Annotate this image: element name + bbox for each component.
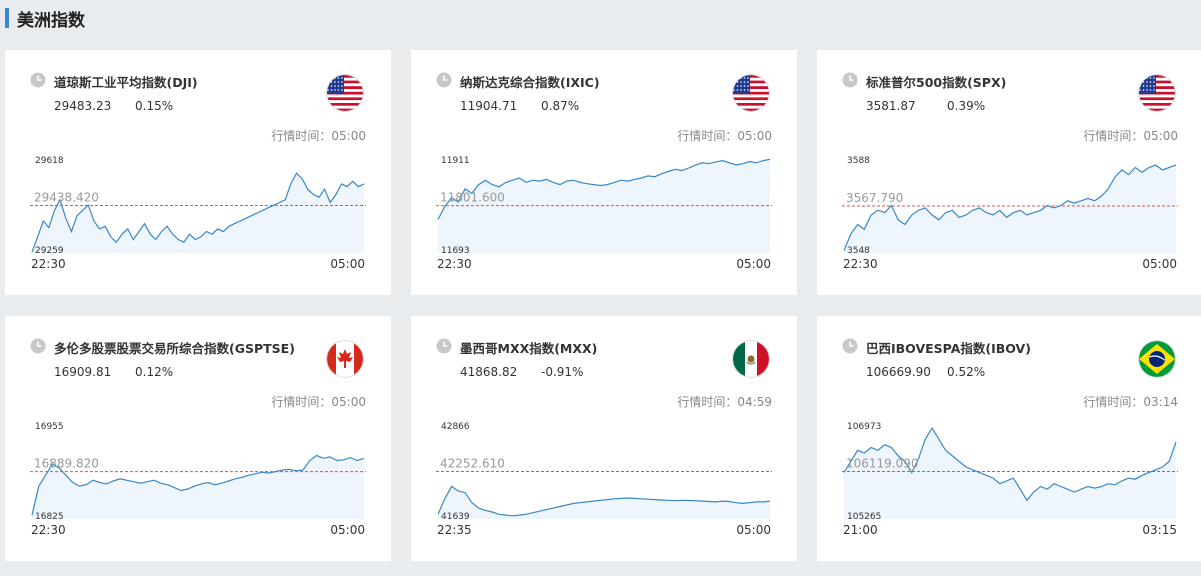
chart-y-min-label: 29259 [35, 246, 64, 256]
chart-y-max-label: 42866 [441, 422, 470, 432]
clock-icon [842, 338, 858, 354]
index-change-percent: -0.91% [541, 365, 584, 379]
chart-area-fill [844, 428, 1176, 519]
quote-time: 行情时间：05:00 [1083, 129, 1178, 143]
index-price: 41868.82 [460, 365, 518, 379]
quote-time: 行情时间：05:00 [677, 129, 772, 143]
chart-x-start-label: 22:30 [31, 523, 66, 537]
index-price: 106669.90 [866, 365, 931, 379]
quote-time: 行情时间：04:59 [677, 395, 772, 409]
index-price: 29483.23 [54, 99, 112, 113]
intraday-chart[interactable]: 11911 11693 11801.600 22:30 05:00 [436, 150, 772, 275]
clock-icon [842, 72, 858, 88]
intraday-chart[interactable]: 106973 105265 106119.090 21:00 03:15 [842, 416, 1178, 541]
section-accent-bar [5, 8, 9, 28]
index-card[interactable]: 巴西IBOVESPA指数(IBOV) 106669.90 0.52% 行情时间：03:… [817, 316, 1201, 561]
index-price: 11904.71 [460, 99, 518, 113]
index-name[interactable]: 纳斯达克综合指数(IXIC) [460, 75, 600, 90]
index-card[interactable]: 标准普尔500指数(SPX) 3581.87 0.39% 行情时间：05:00 3588… [817, 50, 1201, 295]
index-card[interactable]: 多伦多股票股票交易所综合指数(GSPTSE) 16909.81 0.12% 行情时间：… [5, 316, 391, 561]
index-card[interactable]: 墨西哥MXX指数(MXX) 41868.82 -0.91% 行情时间：04:59 428… [411, 316, 797, 561]
chart-reference-label: 3567.790 [846, 191, 903, 205]
canada-flag-icon [326, 340, 364, 378]
index-name[interactable]: 标准普尔500指数(SPX) [866, 75, 1007, 90]
chart-area-fill [438, 486, 770, 519]
brazil-flag-icon [1138, 340, 1176, 378]
chart-area-fill [32, 173, 364, 253]
quote-time: 行情时间：05:00 [271, 129, 366, 143]
index-card[interactable]: 道琼斯工业平均指数(DJI) 29483.23 0.15% 行情时间：05:00 296… [5, 50, 391, 295]
quote-time: 行情时间：05:00 [271, 395, 366, 409]
chart-x-end-label: 05:00 [736, 523, 771, 537]
section-title: 美洲指数 [17, 10, 85, 31]
index-card[interactable]: 纳斯达克综合指数(IXIC) 11904.71 0.87% 行情时间：05:00 119… [411, 50, 797, 295]
chart-reference-label: 29438.420 [34, 191, 99, 205]
clock-icon [30, 338, 46, 354]
chart-price-line [31, 172, 365, 253]
index-change-percent: 0.39% [947, 99, 986, 113]
chart-price-line [31, 454, 365, 516]
us-flag-icon [326, 74, 364, 112]
clock-icon [436, 72, 452, 88]
clock-icon [30, 72, 46, 88]
chart-reference-label: 11801.600 [440, 191, 505, 205]
section-header: 美洲指数 [5, 5, 85, 31]
us-flag-icon [1138, 74, 1176, 112]
chart-x-start-label: 21:00 [843, 523, 878, 537]
intraday-chart[interactable]: 29618 29259 29438.420 22:30 05:00 [30, 150, 366, 275]
chart-reference-label: 16889.820 [34, 457, 99, 471]
index-price: 3581.87 [866, 99, 916, 113]
chart-x-start-label: 22:30 [437, 257, 472, 271]
chart-x-end-label: 05:00 [736, 257, 771, 271]
chart-price-line [437, 158, 771, 220]
chart-x-start-label: 22:30 [31, 257, 66, 271]
intraday-chart[interactable]: 3588 3548 3567.790 22:30 05:00 [842, 150, 1178, 275]
index-name[interactable]: 巴西IBOVESPA指数(IBOV) [866, 341, 1031, 356]
chart-y-min-label: 11693 [441, 246, 470, 256]
index-price: 16909.81 [54, 365, 112, 379]
index-name[interactable]: 墨西哥MXX指数(MXX) [460, 341, 598, 356]
quote-time: 行情时间：03:14 [1083, 395, 1178, 409]
index-name[interactable]: 道琼斯工业平均指数(DJI) [54, 75, 198, 90]
chart-y-min-label: 3548 [847, 246, 870, 256]
index-change-percent: 0.12% [135, 365, 174, 379]
chart-x-end-label: 03:15 [1142, 523, 1177, 537]
chart-x-start-label: 22:35 [437, 523, 472, 537]
chart-price-line [843, 164, 1177, 251]
chart-x-start-label: 22:30 [843, 257, 878, 271]
chart-y-max-label: 16955 [35, 422, 64, 432]
chart-reference-label: 42252.610 [440, 456, 505, 470]
index-change-percent: 0.87% [541, 99, 580, 113]
chart-reference-label: 106119.090 [846, 456, 919, 470]
chart-price-line [843, 426, 1177, 502]
clock-icon [436, 338, 452, 354]
index-change-percent: 0.15% [135, 99, 174, 113]
chart-y-max-label: 3588 [847, 156, 870, 166]
chart-price-line [437, 485, 771, 517]
chart-x-end-label: 05:00 [1142, 257, 1177, 271]
us-flag-icon [732, 74, 770, 112]
intraday-chart[interactable]: 42866 41639 42252.610 22:35 05:00 [436, 416, 772, 541]
chart-x-end-label: 05:00 [330, 257, 365, 271]
chart-y-min-label: 41639 [441, 512, 470, 522]
chart-x-end-label: 05:00 [330, 523, 365, 537]
mexico-flag-icon [732, 340, 770, 378]
index-change-percent: 0.52% [947, 365, 986, 379]
chart-y-min-label: 16825 [35, 512, 64, 522]
chart-y-min-label: 105265 [847, 512, 881, 522]
index-name[interactable]: 多伦多股票股票交易所综合指数(GSPTSE) [54, 341, 295, 356]
chart-area-fill [844, 165, 1176, 253]
chart-y-max-label: 106973 [847, 422, 881, 432]
chart-y-max-label: 29618 [35, 156, 64, 166]
chart-y-max-label: 11911 [441, 156, 470, 166]
intraday-chart[interactable]: 16955 16825 16889.820 22:30 05:00 [30, 416, 366, 541]
